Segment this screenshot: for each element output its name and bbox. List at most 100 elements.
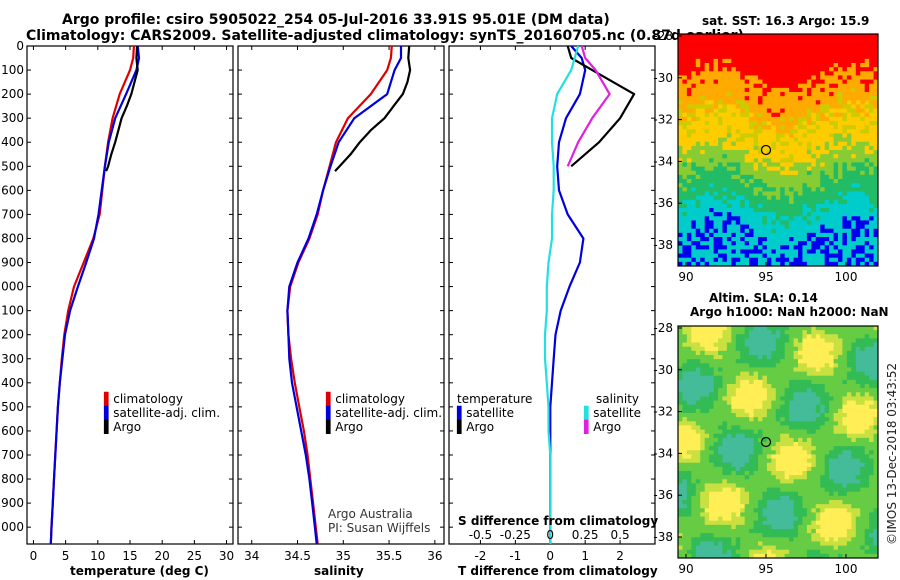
sst-map-cell (678, 92, 683, 97)
sla-map-cell (758, 330, 763, 335)
sla-map-cell (695, 330, 701, 335)
sst-map-cell (713, 187, 719, 192)
sla-map-cell (833, 495, 839, 501)
sst-map-cell (726, 42, 732, 47)
sst-map-cell (838, 158, 843, 163)
sla-map-cell (722, 437, 728, 443)
sla-map-cell (678, 504, 683, 509)
sla-map-cell (735, 429, 741, 435)
sst-map-cell (789, 158, 794, 163)
sla-map-cell (780, 495, 786, 501)
sla-map-cell (842, 458, 848, 464)
sst-map-cell (762, 203, 768, 209)
sla-map-cell (700, 342, 706, 348)
sla-map-cell (709, 417, 714, 422)
sst-map-cell (766, 228, 772, 234)
sst-map-cell (704, 75, 710, 80)
sst-map-cell (833, 191, 839, 196)
sst-map-cell (718, 100, 723, 105)
sst-map-cell (869, 121, 874, 126)
sst-map-cell (806, 133, 812, 138)
sst-map-cell (802, 154, 808, 159)
sst-map-cell (753, 71, 759, 76)
sst-map-cell (758, 162, 763, 167)
sst-map-cell (846, 203, 852, 209)
sst-map-cell (762, 150, 768, 155)
sla-map-cell (775, 446, 781, 451)
sla-map-cell (860, 458, 866, 464)
sla-map-cell (820, 487, 826, 493)
sla-map-cell (811, 500, 817, 505)
sla-map-cell (744, 367, 750, 372)
sst-map-cell (695, 108, 701, 114)
sst-map-cell (735, 104, 741, 109)
sst-map-cell (869, 92, 874, 97)
sla-map-cell (744, 504, 750, 509)
sst-map-cell (678, 145, 683, 151)
sla-map-cell (771, 524, 777, 530)
sst-map-cell (758, 104, 763, 109)
sla-map-cell (802, 516, 808, 522)
sst-map-cell (864, 116, 870, 122)
sst-map-cell (740, 50, 746, 56)
sst-map-cell (842, 162, 848, 167)
sla-map-cell (744, 363, 750, 368)
sla-map-cell (700, 408, 706, 414)
sst-map-cell (771, 261, 777, 267)
sst-map-cell (833, 237, 839, 242)
sla-map-cell (851, 355, 857, 360)
sst-map-cell (695, 67, 701, 72)
sst-map-cell (851, 116, 857, 122)
sst-map-cell (722, 183, 728, 188)
sla-map-cell (833, 355, 839, 360)
sla-map-cell (713, 350, 719, 356)
sst-map-cell (762, 100, 768, 105)
sst-map-cell (784, 257, 790, 263)
sla-map-cell (811, 437, 817, 443)
sla-map-cell (789, 487, 794, 493)
sla-map-cell (793, 500, 799, 505)
sst-map-cell (855, 191, 861, 196)
sst-map-cell (740, 191, 746, 196)
sla-map-cell (740, 388, 746, 393)
sst-map-cell (682, 208, 688, 213)
sla-map-cell (851, 346, 857, 352)
sla-map-cell (704, 330, 710, 335)
sst-map-cell (829, 174, 834, 180)
sla-map-cell (682, 413, 688, 418)
sla-map-cell (842, 392, 848, 397)
sst-map-cell (798, 63, 803, 68)
sst-map-cell (860, 104, 866, 109)
sla-map-cell (851, 342, 857, 348)
sla-map-cell (802, 442, 808, 447)
sst-map-cell (740, 83, 746, 89)
sla-map-cell (704, 446, 710, 451)
sla-map-cell (815, 500, 821, 505)
sst-map-cell (771, 162, 777, 167)
sst-map-cell (860, 170, 866, 176)
sst-map-cell (833, 38, 839, 43)
sla-map-cell (842, 483, 848, 488)
sst-map-cell (691, 116, 697, 122)
sla-map-cell (846, 508, 852, 513)
sla-map-cell (709, 483, 714, 488)
sst-map-cell (846, 125, 852, 130)
sla-map-cell (838, 355, 843, 360)
sla-map-cell (691, 342, 697, 348)
sla-map-cell (722, 442, 728, 447)
sla-map-cell (860, 495, 866, 501)
sla-map-cell (762, 404, 768, 410)
sst-map-cell (678, 237, 683, 242)
sst-map-cell (726, 232, 732, 238)
sla-map-cell (789, 326, 794, 331)
sla-map-cell (838, 334, 843, 339)
sla-map-cell (758, 516, 763, 522)
sla-map-cell (762, 466, 768, 472)
sst-map-cell (704, 125, 710, 130)
sst-map-cell (784, 154, 790, 159)
sla-map-cell (824, 520, 830, 526)
sla-map-cell (726, 429, 732, 435)
sla-map-cell (735, 413, 741, 418)
sla-map-cell (869, 483, 874, 488)
sst-map-cell (846, 257, 852, 263)
